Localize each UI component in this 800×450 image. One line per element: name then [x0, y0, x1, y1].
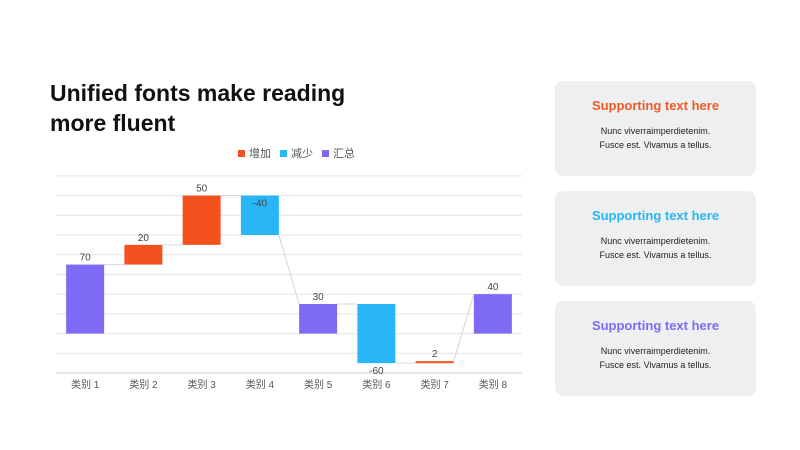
- bar-total-1: [66, 264, 105, 334]
- slide-title: Unified fonts make reading more fluent: [50, 78, 380, 138]
- x-tick-label-5: 类别 5: [304, 378, 333, 391]
- data-label-6: -60: [369, 366, 384, 377]
- data-label-8: 40: [487, 282, 499, 293]
- slide-title-line-2: more fluent: [50, 110, 176, 136]
- legend-item-total: 汇总: [322, 145, 355, 161]
- x-tick-label-7: 类别 7: [420, 378, 449, 391]
- card-3-body: Nunc viverraimperdietenim. Fusce est. Vi…: [555, 344, 756, 372]
- connector-line: [453, 293, 475, 362]
- x-tick-label-2: 类别 2: [129, 378, 158, 391]
- card-2-title: Supporting text here: [591, 208, 720, 223]
- card-1-title: Supporting text here: [591, 98, 720, 113]
- card-2-body: Nunc viverraimperdietenim. Fusce est. Vi…: [555, 234, 756, 262]
- bar-increase-2: [124, 244, 163, 265]
- legend-swatch-total: [322, 149, 329, 157]
- x-tick-label-4: 类别 4: [246, 378, 275, 391]
- chart-connectors: [104, 195, 475, 364]
- x-tick-label-1: 类别 1: [71, 378, 100, 391]
- connector-line: [278, 234, 300, 305]
- card-3-title: Supporting text here: [591, 318, 720, 333]
- data-label-1: 70: [80, 253, 92, 264]
- bar-increase-7: [415, 361, 454, 364]
- legend-item-increase: 增加: [238, 145, 271, 161]
- card-1-body-line-2: Fusce est. Vivamus a tellus.: [599, 140, 712, 150]
- data-label-5: 30: [313, 292, 325, 303]
- chart-x-tick-labels: 类别 1 类别 2 类别 3 类别 4 类别 5 类别 6 类别 7 类别 8: [71, 378, 508, 391]
- bar-total-8: [473, 294, 512, 334]
- bar-total-5: [299, 304, 338, 334]
- legend-label-decrease: 减少: [291, 148, 313, 160]
- card-1-body-line-1: Nunc viverraimperdietenim.: [600, 126, 711, 136]
- bar-decrease-4: [240, 195, 279, 235]
- slide-title-line-1: Unified fonts make reading: [50, 80, 346, 106]
- card-2-body-line-1: Nunc viverraimperdietenim.: [600, 236, 711, 246]
- data-label-2: 20: [138, 233, 150, 244]
- chart-gridlines: [56, 175, 522, 374]
- supporting-card-3: Supporting text here Nunc viverraimperdi…: [555, 301, 756, 396]
- legend-item-decrease: 减少: [280, 145, 313, 161]
- card-2-body-line-2: Fusce est. Vivamus a tellus.: [599, 250, 712, 260]
- x-tick-label-8: 类别 8: [479, 378, 508, 391]
- chart-bars: [66, 195, 512, 364]
- supporting-card-2: Supporting text here Nunc viverraimperdi…: [555, 191, 756, 286]
- card-1-body: Nunc viverraimperdietenim. Fusce est. Vi…: [555, 124, 756, 152]
- card-3-body-line-1: Nunc viverraimperdietenim.: [600, 346, 711, 356]
- supporting-card-1: Supporting text here Nunc viverraimperdi…: [555, 81, 756, 176]
- card-3-body-line-2: Fusce est. Vivamus a tellus.: [599, 360, 712, 370]
- chart-legend: 增加 减少 汇总: [238, 145, 364, 161]
- data-label-4: -40: [253, 199, 268, 210]
- bar-decrease-6: [357, 304, 396, 364]
- legend-label-total: 汇总: [333, 148, 355, 160]
- bar-increase-3: [182, 195, 221, 245]
- legend-swatch-increase: [238, 149, 245, 157]
- data-label-3: 50: [196, 184, 208, 195]
- x-tick-label-6: 类别 6: [362, 378, 391, 391]
- data-label-7: 2: [432, 349, 438, 360]
- legend-label-increase: 增加: [249, 148, 271, 160]
- x-tick-label-3: 类别 3: [187, 378, 216, 391]
- chart-data-labels: 70 20 50 -40 30 -60 2 40: [80, 184, 499, 378]
- legend-swatch-decrease: [280, 149, 287, 157]
